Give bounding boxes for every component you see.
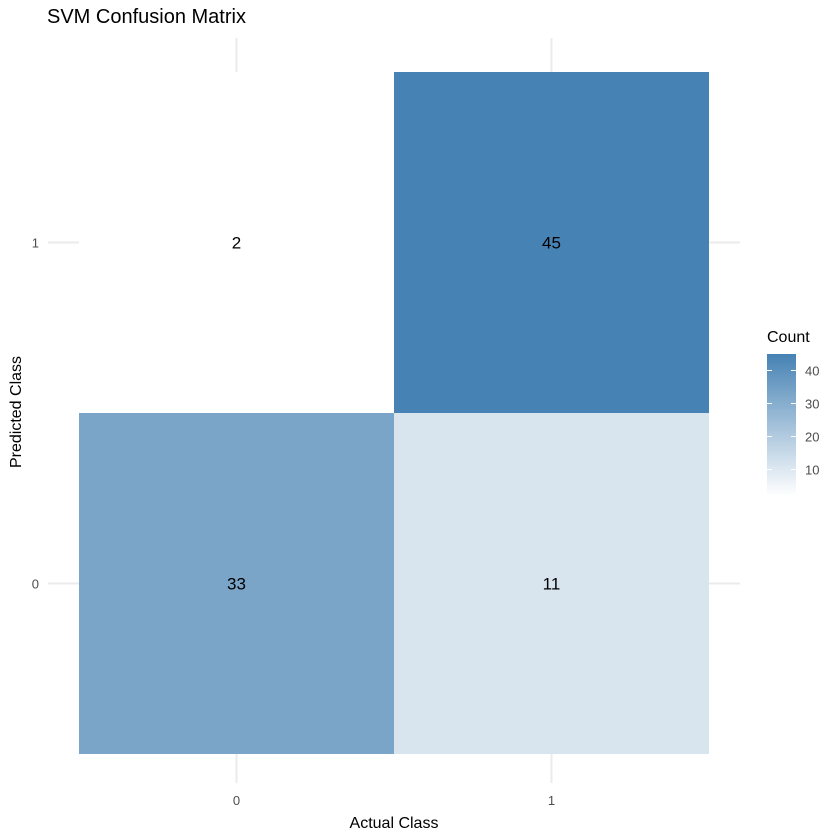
color-legend: Count 10 20 30 40 [767,329,819,496]
cell-value-label: 45 [542,234,561,253]
x-tick-label: 0 [233,793,240,808]
axis-ticks: 0 1 0 1 [32,236,555,809]
cell-value-label: 2 [232,234,241,253]
heatmap-cell [79,413,394,754]
y-tick-label: 0 [32,577,39,592]
legend-tick-label: 10 [805,463,819,478]
heatmap-cell [394,72,709,413]
x-axis-title: Actual Class [350,815,439,832]
legend-ticks: 10 20 30 40 [767,364,819,478]
heatmap-tiles [79,72,709,754]
legend-tick-label: 40 [805,364,819,379]
legend-title: Count [767,329,810,346]
heatmap-cell [394,413,709,754]
chart-title: SVM Confusion Matrix [47,6,246,28]
x-tick-label: 1 [548,793,555,808]
legend-tick-label: 20 [805,430,819,445]
cell-value-label: 33 [227,575,246,594]
y-axis-title: Predicted Class [8,356,25,468]
legend-colorbar [767,354,796,496]
heatmap-cell [79,72,394,413]
cell-value-labels: 2 45 33 11 [227,234,561,594]
cell-value-label: 11 [543,575,561,594]
legend-tick-label: 30 [805,397,819,412]
y-tick-label: 1 [32,236,39,251]
